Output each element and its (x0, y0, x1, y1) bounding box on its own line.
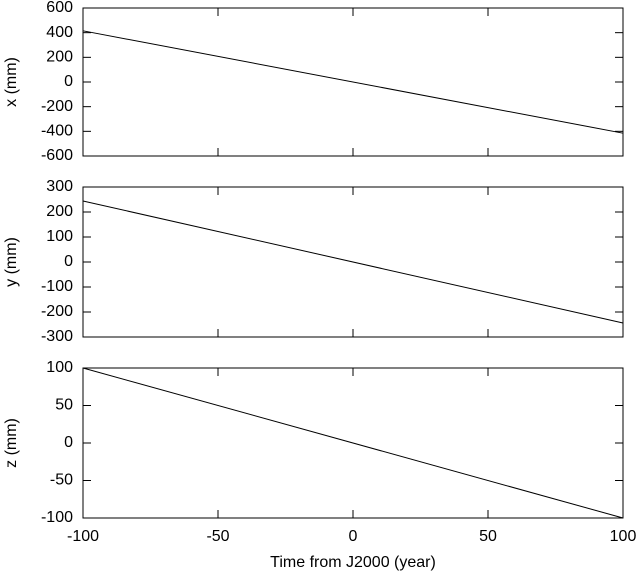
x-tick-label: 50 (479, 528, 497, 545)
y-axis-label: y (mm) (3, 237, 20, 287)
y-tick-label: 0 (64, 253, 73, 270)
x-tick-label: -100 (67, 528, 99, 545)
x-tick-label: -50 (206, 528, 229, 545)
y-tick-label: 100 (46, 228, 73, 245)
y-tick-label: 400 (46, 24, 73, 41)
y-tick-label: -100 (41, 509, 73, 526)
y-tick-label: -200 (41, 303, 73, 320)
y-tick-label: 200 (46, 203, 73, 220)
y-tick-label: 0 (64, 73, 73, 90)
y-tick-label: -400 (41, 123, 73, 140)
y-tick-label: -50 (50, 472, 73, 489)
y-tick-label: -200 (41, 98, 73, 115)
y-tick-label: 600 (46, 0, 73, 16)
y-tick-label: 100 (46, 359, 73, 376)
y-tick-label: -600 (41, 147, 73, 164)
x-tick-label: 100 (610, 528, 637, 545)
y-tick-label: 200 (46, 49, 73, 66)
y-axis-label: z (mm) (3, 418, 20, 468)
y-axis-label: x (mm) (3, 57, 20, 107)
y-tick-label: 50 (55, 397, 73, 414)
data-line (82, 30, 624, 134)
x-tick-label: 0 (349, 528, 358, 545)
y-tick-label: -100 (41, 278, 73, 295)
x-axis-label: Time from J2000 (year) (270, 554, 436, 571)
data-line (82, 367, 624, 519)
y-tick-label: 0 (64, 434, 73, 451)
y-tick-label: -300 (41, 328, 73, 345)
y-tick-label: 300 (46, 178, 73, 195)
data-line (82, 200, 624, 324)
